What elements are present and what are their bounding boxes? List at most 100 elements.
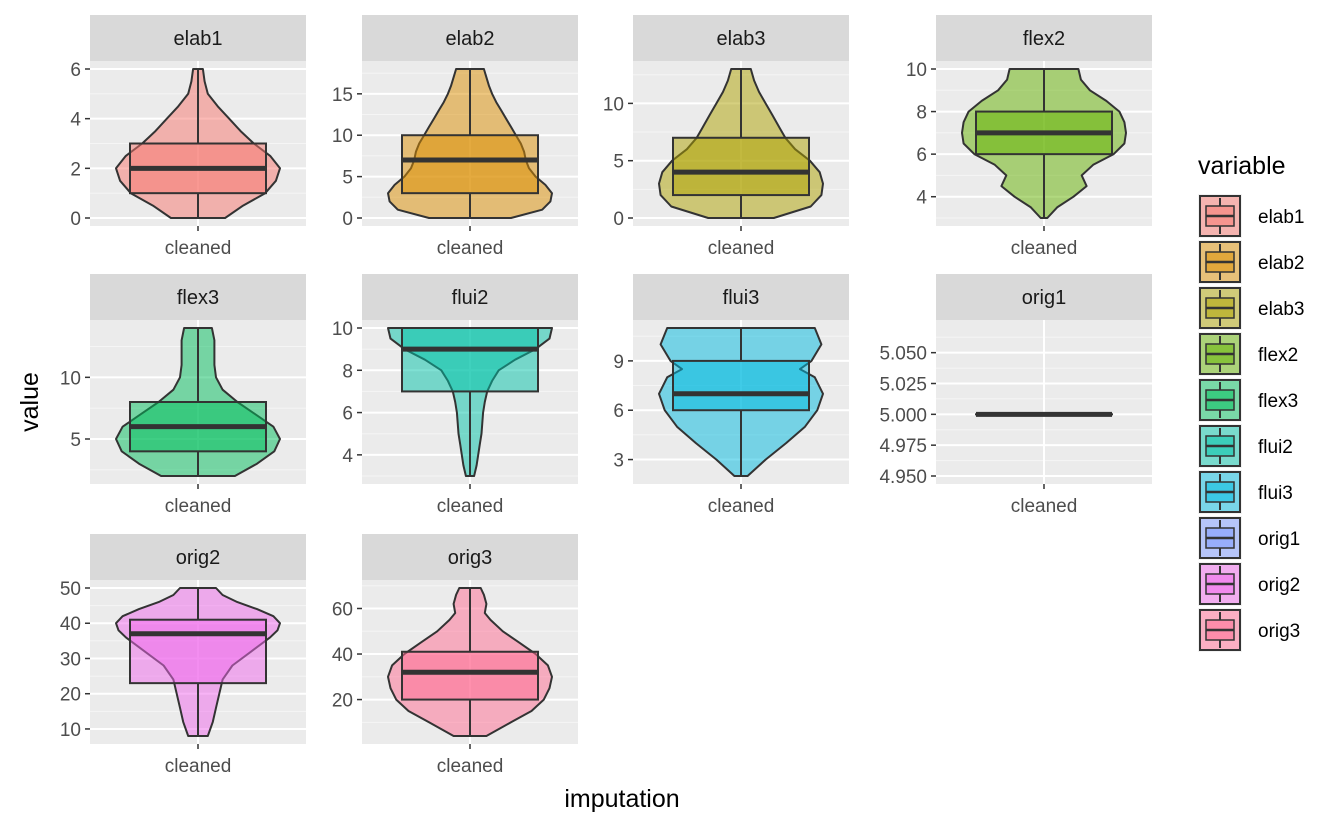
legend-item-elab1: elab1 [1198,194,1305,238]
y-axis-title: value [16,372,44,432]
y-tick-label: 4 [916,188,927,209]
y-tick-label: 60 [332,599,353,620]
strip-orig1 [936,274,1152,320]
legend-item-elab3: elab3 [1198,286,1305,330]
panel-elab2: elab2 0 5 10 15 cleaned [332,15,578,259]
y-tick-label: 20 [60,685,81,706]
panel-flex2: flex2 4 6 8 10 cleaned [906,15,1152,259]
legend-item-flui3: flui3 [1198,470,1293,514]
strip-flui2 [362,274,578,320]
x-tick-label: cleaned [437,238,504,259]
y-tick-label: 0 [342,209,353,230]
legend-label: elab2 [1258,253,1305,274]
y-tick-label: 3 [613,451,624,472]
panel-elab1: elab1 0 2 4 6 cleaned [70,15,306,259]
strip-label: flui3 [723,287,760,309]
y-tick-label: 0 [70,209,81,230]
x-tick-label: cleaned [708,238,775,259]
panel-elab3: elab3 0 5 10 cleaned [603,15,849,259]
panel-flui2: flui2 4 6 8 10 cleaned [332,274,578,517]
legend-label: flex2 [1258,345,1298,366]
legend-label: orig3 [1258,621,1300,642]
strip-label: orig3 [448,547,492,569]
legend-label: orig1 [1258,529,1300,550]
strip-orig3 [362,534,578,580]
x-axis-title: imputation [564,785,679,813]
y-tick-label: 5 [342,168,353,189]
y-tick-label: 20 [332,691,353,712]
strip-label: orig2 [176,547,220,569]
y-tick-label: 4.950 [879,467,927,488]
strip-label: flex2 [1023,28,1065,50]
x-tick-label: cleaned [165,496,232,517]
y-tick-label: 5.000 [879,405,927,426]
legend-label: elab3 [1258,299,1305,320]
y-tick-label: 10 [332,126,353,147]
legend-item-orig3: orig3 [1198,608,1300,652]
strip-label: elab3 [717,28,766,50]
y-tick-label: 10 [906,60,927,81]
x-tick-label: cleaned [165,238,232,259]
y-tick-label: 40 [332,645,353,666]
strip-elab3 [633,15,849,61]
x-tick-label: cleaned [1011,496,1078,517]
y-tick-label: 10 [60,720,81,741]
x-tick-label: cleaned [708,496,775,517]
box-elab2 [401,134,539,195]
legend-label: orig2 [1258,575,1300,596]
box-flui2 [401,327,539,393]
strip-label: elab2 [446,28,495,50]
legend-item-flex3: flex3 [1198,378,1298,422]
y-tick-label: 10 [60,368,81,389]
strip-label: flui2 [452,287,489,309]
y-tick-label: 4 [70,110,81,131]
y-tick-label: 10 [603,94,624,115]
y-tick-label: 4.975 [879,436,927,457]
y-tick-label: 6 [342,404,353,425]
y-tick-label: 5.025 [879,375,927,396]
y-tick-label: 10 [332,319,353,340]
panel-flex3: flex3 5 10 cleaned [60,274,306,517]
panel-orig3: orig3 20 40 60 cleaned [332,534,578,777]
y-tick-label: 50 [60,579,81,600]
legend-label: flui2 [1258,437,1293,458]
x-tick-label: cleaned [1011,238,1078,259]
legend-item-flui2: flui2 [1198,424,1293,468]
strip-flex3 [90,274,306,320]
strip-label: elab1 [174,28,223,50]
y-tick-label: 8 [916,103,927,124]
legend-title: variable [1198,152,1286,180]
legend-label: flui3 [1258,483,1293,504]
legend-item-flex2: flex2 [1198,332,1298,376]
box-orig3 [401,650,539,701]
strip-elab2 [362,15,578,61]
strip-orig2 [90,534,306,580]
y-tick-label: 5 [613,152,624,173]
legend-item-elab2: elab2 [1198,240,1305,284]
strip-flex2 [936,15,1152,61]
y-tick-label: 8 [342,361,353,382]
legend-item-orig1: orig1 [1198,516,1300,560]
y-tick-label: 6 [916,145,927,166]
y-tick-label: 0 [613,209,624,230]
box-orig2 [129,618,267,685]
strip-label: orig1 [1022,287,1066,309]
strip-label: flex3 [177,287,219,309]
y-tick-label: 15 [332,85,353,106]
legend: variable elab1 elab2 elab3 flex2 flex3 flui2 fl… [1198,152,1305,652]
y-tick-label: 2 [70,159,81,180]
y-tick-label: 40 [60,614,81,635]
legend-item-orig2: orig2 [1198,562,1300,606]
y-tick-label: 4 [342,446,353,467]
y-tick-label: 5 [70,430,81,451]
strip-elab1 [90,15,306,61]
panel-flui3: flui3 3 6 9 cleaned [613,274,849,517]
x-tick-label: cleaned [437,496,504,517]
strip-flui3 [633,274,849,320]
box-elab3 [672,136,810,197]
legend-label: elab1 [1258,207,1305,228]
y-tick-label: 6 [613,401,624,422]
x-tick-label: cleaned [165,756,232,777]
y-tick-label: 30 [60,649,81,670]
